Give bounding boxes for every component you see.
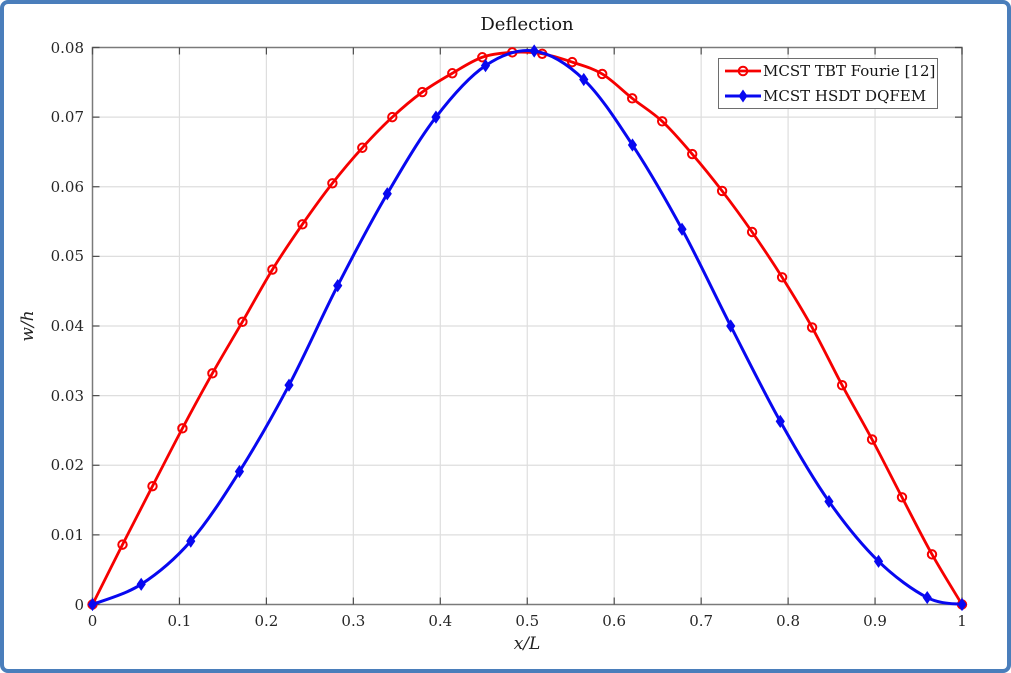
series-marker-circle (626, 93, 638, 104)
series-marker-diamond (922, 590, 932, 605)
series-marker-diamond (529, 44, 539, 58)
series-marker-circle (926, 549, 938, 560)
y-tick-label: 0.01 (50, 525, 84, 544)
x-tick-label: 0.7 (689, 612, 714, 630)
x-axis-label: x/L (513, 634, 541, 654)
x-tick-label: 0 (87, 612, 98, 630)
series-marker-circle (656, 116, 668, 127)
series-marker-circle (806, 322, 818, 333)
series-marker-diamond (333, 279, 343, 293)
series-marker-diamond (234, 464, 245, 479)
y-tick-label: 0.06 (50, 177, 84, 196)
x-tick-label: 0.3 (341, 612, 366, 630)
series-marker-diamond (431, 110, 441, 124)
series-marker-circle (477, 52, 488, 63)
series-marker-diamond (677, 222, 687, 236)
y-tick-label: 0.03 (50, 386, 84, 405)
series-marker-diamond (136, 577, 146, 591)
series-marker-diamond (579, 72, 589, 87)
y-tick-label: 0.05 (50, 247, 84, 266)
y-tick-label: 0.04 (50, 317, 84, 335)
series-marker-diamond (726, 319, 736, 333)
x-tick-label: 0.4 (428, 612, 453, 630)
series-marker-circle (686, 148, 698, 160)
series-marker-diamond (186, 534, 196, 548)
series-marker-diamond (627, 138, 638, 152)
series-marker-circle (716, 185, 728, 197)
series-marker-circle (297, 219, 308, 230)
series-marker-circle (327, 178, 338, 189)
series-marker-circle (447, 68, 458, 79)
series-marker-diamond (873, 554, 884, 568)
series-marker-circle (357, 142, 368, 153)
series-marker-circle (896, 492, 908, 503)
y-tick-label: 0.02 (50, 456, 84, 475)
series-marker-diamond (957, 597, 967, 612)
series-marker-circle (776, 272, 788, 283)
series-line-0 (91, 50, 964, 606)
legend-entry-mcst-hsdt: MCST HSDT DQFEM (723, 84, 937, 109)
series-marker-circle (866, 434, 878, 445)
x-tick-label: 0.5 (515, 612, 540, 630)
series-marker-circle (567, 56, 578, 68)
legend-sample-blue-diamond (725, 89, 761, 103)
series-marker-diamond (824, 494, 834, 509)
x-tick-label: 0.2 (254, 612, 279, 630)
legend-sample-red-circle (725, 65, 761, 77)
legend-box: MCST TBT Fourie [12] MCST HSDT DQFEM (718, 58, 938, 109)
series-marker-diamond (775, 414, 785, 428)
series-marker-circle (417, 86, 428, 98)
x-tick-label: 0.9 (863, 612, 887, 630)
series-marker-circle (597, 68, 608, 80)
x-tick-label: 0.6 (602, 612, 627, 630)
legend-entry-mcst-tbt: MCST TBT Fourie [12] (723, 59, 937, 84)
series-marker-diamond (480, 59, 491, 73)
legend-label: MCST TBT Fourie [12] (763, 62, 936, 81)
series-marker-circle (237, 316, 248, 328)
series-marker-circle (836, 379, 848, 391)
x-tick-label: 0.1 (167, 612, 192, 630)
x-tick-label: 1 (957, 612, 967, 630)
chart-title: Deflection (480, 14, 574, 35)
y-tick-label: 0.08 (50, 38, 84, 57)
x-tick-label: 0.8 (776, 612, 801, 630)
series-marker-diamond (284, 378, 294, 392)
series-marker-diamond (87, 597, 98, 612)
y-tick-label: 0.07 (50, 108, 84, 127)
legend-label: MCST HSDT DQFEM (763, 86, 927, 105)
series-marker-circle (117, 539, 128, 550)
series-marker-circle (147, 480, 158, 492)
series-marker-circle (267, 264, 278, 275)
series-marker-circle (746, 226, 758, 238)
series-marker-circle (177, 423, 188, 434)
series-marker-diamond (382, 187, 392, 201)
series-marker-circle (207, 368, 218, 379)
series-marker-circle (387, 111, 398, 123)
plot-area (87, 44, 968, 612)
y-tick-label: 0 (74, 595, 84, 614)
